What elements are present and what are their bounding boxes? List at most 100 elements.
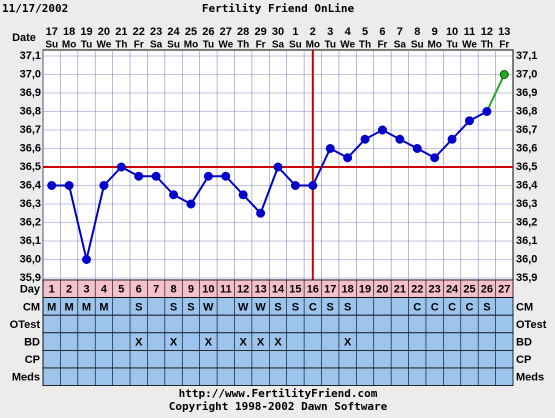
weekday-label: We xyxy=(340,40,355,51)
table-cell: 1 xyxy=(49,284,55,296)
table-cell: 4 xyxy=(101,284,108,296)
weekday-label: We xyxy=(97,40,112,51)
y-tick-label: 36,8 xyxy=(20,105,41,117)
date-label: 22 xyxy=(133,26,145,38)
weekday-label: Su xyxy=(167,40,180,51)
weekday-label: Th xyxy=(481,40,493,51)
weekday-label: Th xyxy=(115,40,127,51)
temperature-point xyxy=(377,125,387,135)
row-label-right: OTest xyxy=(516,319,547,331)
weekday-label: Mo xyxy=(184,40,198,51)
temperature-point xyxy=(47,181,57,190)
table-cell: M xyxy=(82,301,91,313)
row-label: OTest xyxy=(10,319,41,331)
table-cell: 10 xyxy=(202,284,214,296)
weekday-label: Su xyxy=(411,40,424,51)
footer-text: Copyright 1998-2002 Dawn Software xyxy=(169,400,388,413)
date-label: 23 xyxy=(150,26,162,38)
chart-title: Fertility Friend OnLine xyxy=(202,2,355,15)
weekday-label: Fr xyxy=(499,40,509,51)
date-label: 5 xyxy=(362,26,368,38)
table-cell: 9 xyxy=(188,284,194,296)
table-cell: X xyxy=(274,337,282,349)
row-label-right: CM xyxy=(516,301,533,313)
y-tick-label: 36,0 xyxy=(20,253,41,265)
temperature-point xyxy=(343,153,353,163)
table-cell: 12 xyxy=(237,284,249,296)
y-tick-label: 37,0 xyxy=(20,68,41,80)
row-label-right: CP xyxy=(516,354,531,366)
table-cell: X xyxy=(344,337,352,349)
table-cell: X xyxy=(205,337,213,349)
table-cell: C xyxy=(466,301,474,313)
weekday-label: Mo xyxy=(62,40,76,51)
temperature-point xyxy=(464,116,474,126)
weekday-label: Fr xyxy=(256,40,266,51)
table-cell: C xyxy=(309,301,317,313)
y-tick-label-right: 35,9 xyxy=(516,272,537,284)
y-tick-label: 36,1 xyxy=(20,235,41,247)
y-tick-label-right: 36,6 xyxy=(516,142,537,154)
table-cell: M xyxy=(47,301,56,313)
date-label: 17 xyxy=(46,26,58,38)
weekday-label: Su xyxy=(45,40,58,51)
date-label: 27 xyxy=(220,26,232,38)
weekday-label: Th xyxy=(237,40,249,51)
temperature-point xyxy=(308,181,318,190)
temperature-point xyxy=(134,171,144,181)
table-cell: M xyxy=(99,301,108,313)
y-tick-label: 36,4 xyxy=(20,179,42,191)
date-label: 25 xyxy=(185,26,197,38)
table-cell: S xyxy=(135,301,142,313)
date-label: 6 xyxy=(379,26,385,38)
temperature-point xyxy=(325,144,335,153)
temperature-point xyxy=(412,144,422,153)
table-cell: S xyxy=(327,301,334,313)
y-tick-label-right: 36,0 xyxy=(516,253,537,265)
y-tick-label: 37,1 xyxy=(20,50,41,62)
table-cell: 2 xyxy=(66,284,72,296)
temperature-point xyxy=(273,162,283,172)
y-tick-label-right: 36,8 xyxy=(516,105,537,117)
table-cell: 13 xyxy=(254,284,266,296)
table-cell: 23 xyxy=(429,284,441,296)
temperature-line-last xyxy=(485,74,506,112)
weekday-label: Sa xyxy=(150,40,163,51)
table-cell: C xyxy=(413,301,421,313)
weekday-label: Tu xyxy=(81,40,92,51)
table-cell: 18 xyxy=(342,284,354,296)
table-cell: 20 xyxy=(376,284,388,296)
temperature-point xyxy=(116,162,126,172)
y-tick-label-right: 36,5 xyxy=(516,161,537,173)
table-cell: 21 xyxy=(394,284,406,296)
y-tick-label-right: 37,1 xyxy=(516,50,537,62)
y-tick-label: 36,9 xyxy=(20,87,41,99)
weekday-label: We xyxy=(462,40,477,51)
table-cell: 24 xyxy=(446,284,459,296)
temperature-point xyxy=(151,171,161,181)
y-tick-label: 36,3 xyxy=(20,198,41,210)
temperature-point xyxy=(169,190,179,200)
y-tick-label: 35,9 xyxy=(20,272,41,284)
temperature-point xyxy=(447,134,457,144)
date-label: 9 xyxy=(432,26,438,38)
table-row xyxy=(42,349,514,369)
table-cell: 14 xyxy=(272,284,285,296)
table-cell: X xyxy=(240,337,248,349)
temperature-point xyxy=(482,107,492,116)
temperature-point xyxy=(395,134,405,144)
table-cell: W xyxy=(238,301,249,313)
table-cell: 19 xyxy=(359,284,371,296)
date-label: 7 xyxy=(397,26,403,38)
y-tick-label: 36,5 xyxy=(20,161,41,173)
temperature-point xyxy=(430,153,440,163)
table-cell: 7 xyxy=(153,284,159,296)
table-cell: 5 xyxy=(118,284,124,296)
table-cell: C xyxy=(448,301,456,313)
row-label-right: BD xyxy=(516,337,532,349)
date-label: 24 xyxy=(167,26,180,38)
temperature-point xyxy=(64,181,74,190)
y-tick-label-right: 36,7 xyxy=(516,124,537,136)
date-label: 21 xyxy=(115,26,127,38)
table-cell: W xyxy=(203,301,214,313)
